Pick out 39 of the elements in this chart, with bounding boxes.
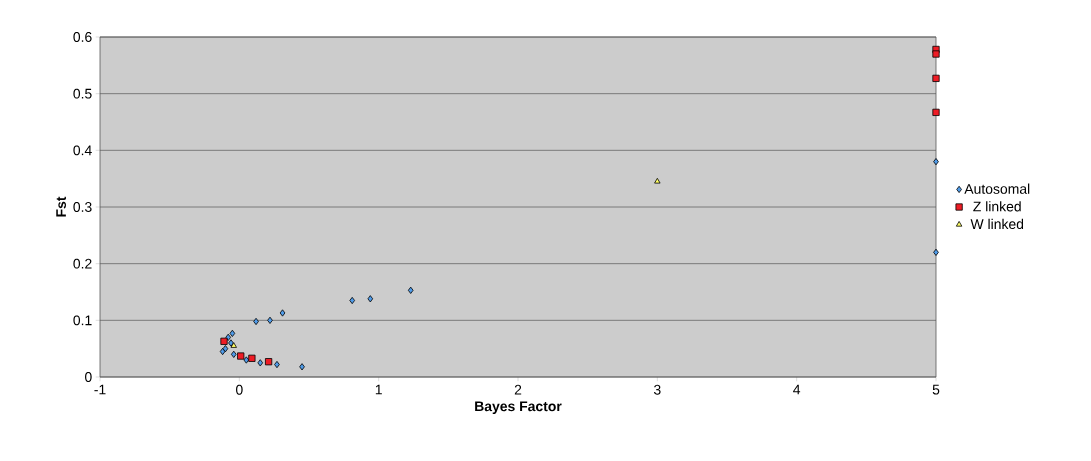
- x-tick-label: 2: [514, 384, 522, 395]
- legend-label: Z linked: [973, 201, 1021, 212]
- y-tick-label: 0.1: [73, 315, 92, 326]
- point: [933, 158, 939, 166]
- point: [932, 108, 940, 116]
- point: [230, 350, 237, 358]
- point: [265, 358, 273, 366]
- point: [222, 345, 229, 353]
- point: [407, 286, 414, 294]
- point: [267, 316, 273, 324]
- y-tick-label: 0.3: [73, 202, 92, 212]
- point: [279, 309, 286, 317]
- point: [932, 50, 940, 58]
- point: [237, 352, 245, 360]
- x-tick-label: 3: [653, 384, 661, 395]
- point: [257, 359, 264, 367]
- point: [299, 363, 305, 371]
- x-tick-label: 1: [375, 384, 382, 395]
- y-axis-title: Fst: [56, 196, 66, 217]
- y-tick-label: 0.5: [73, 88, 92, 99]
- y-tick-label: 0.2: [73, 258, 92, 269]
- x-tick-label: 0: [236, 384, 243, 395]
- y-tick-label: 0: [85, 372, 92, 382]
- y-tick-label: 0.4: [73, 145, 92, 156]
- point: [933, 248, 939, 256]
- point: [248, 354, 256, 362]
- x-axis-title: Bayes Factor: [475, 401, 562, 414]
- point: [367, 295, 374, 303]
- legend-label: W linked: [970, 218, 1024, 230]
- x-tick-label: 5: [932, 384, 940, 395]
- legend-label: Autosomal: [964, 183, 1030, 194]
- point: [220, 337, 228, 345]
- x-tick-label: -1: [94, 384, 106, 395]
- x-tick-label: 4: [793, 384, 801, 395]
- point: [932, 74, 940, 82]
- point: [229, 329, 236, 337]
- point: [654, 177, 661, 184]
- point: [243, 356, 250, 364]
- y-tick-label: 0.6: [73, 32, 92, 42]
